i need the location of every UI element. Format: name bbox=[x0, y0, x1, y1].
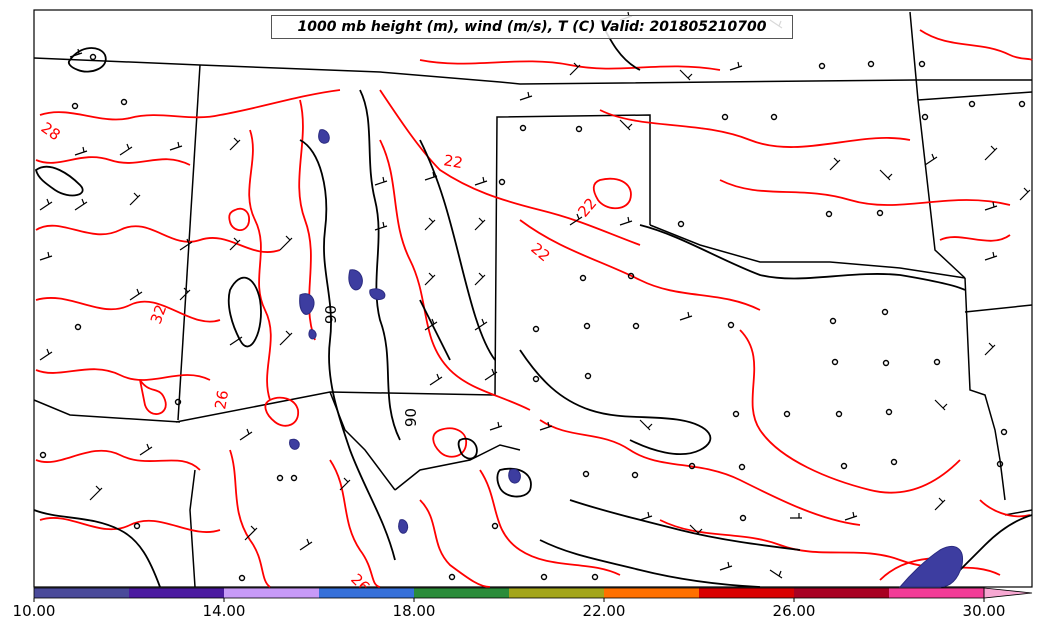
colorbar-segment bbox=[699, 588, 794, 598]
colorbar-tick-label: 14.00 bbox=[202, 602, 246, 620]
map-title-box: 1000 mb height (m), wind (m/s), T (C) Va… bbox=[271, 15, 793, 39]
colorbar-outline bbox=[33, 587, 985, 599]
colorbar-extend-arrow bbox=[983, 587, 1033, 599]
colorbar-tick-label: 18.00 bbox=[392, 602, 436, 620]
colorbar-tick-label: 30.00 bbox=[962, 602, 1006, 620]
height-label-06b: 06 bbox=[321, 305, 339, 324]
shaded-regions bbox=[289, 129, 964, 588]
state-borders bbox=[33, 11, 1033, 588]
temp-label-32: 32 bbox=[147, 302, 170, 326]
colorbar-tick-label: 10.00 bbox=[12, 602, 56, 620]
colorbar-segment bbox=[604, 588, 699, 598]
colorbar-segment bbox=[129, 588, 224, 598]
height-label-06a: 06 bbox=[401, 408, 419, 427]
map-title: 1000 mb height (m), wind (m/s), T (C) Va… bbox=[297, 19, 767, 35]
map-frame bbox=[33, 9, 1033, 588]
colorbar-segment bbox=[34, 588, 129, 598]
temp-label-22a: 22 bbox=[442, 151, 464, 172]
colorbar-segment bbox=[794, 588, 889, 598]
colorbar-segment bbox=[414, 588, 509, 598]
temp-label-26a: 26 bbox=[211, 389, 232, 411]
colorbar-segment bbox=[509, 588, 604, 598]
height-contours bbox=[33, 19, 1033, 591]
colorbar-segment bbox=[224, 588, 319, 598]
colorbar-tick-label: 26.00 bbox=[772, 602, 816, 620]
colorbar-tick-label: 22.00 bbox=[582, 602, 626, 620]
colorbar-segment bbox=[319, 588, 414, 598]
colorbar bbox=[33, 587, 1033, 602]
colorbar-segment bbox=[889, 588, 984, 598]
station-circles bbox=[39, 53, 1026, 582]
